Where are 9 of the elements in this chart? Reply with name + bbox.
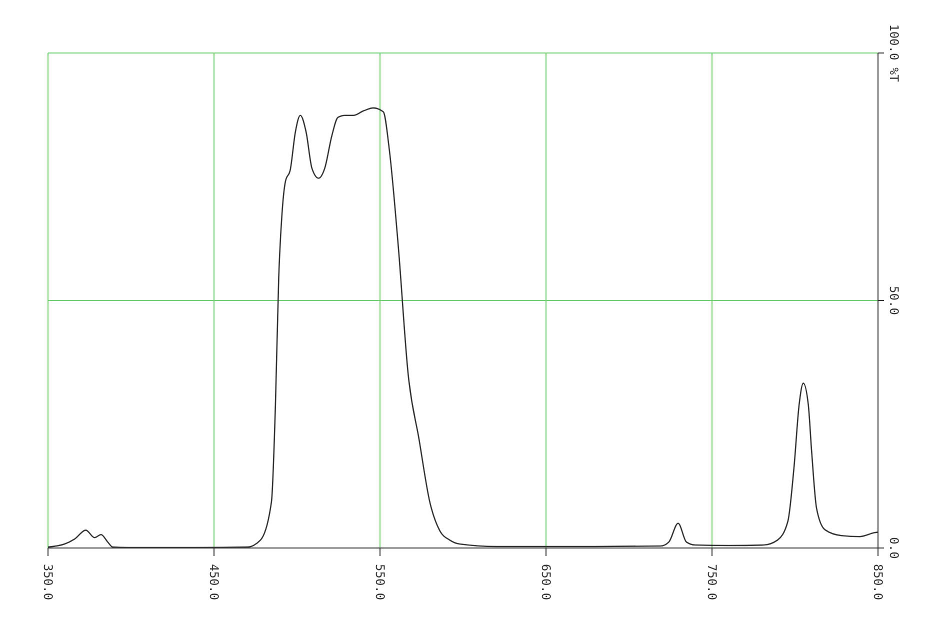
y-tick-label: 50.0 [887, 286, 901, 315]
x-tick-label: 850.0 [871, 564, 885, 600]
x-tick-label: 350.0 [41, 564, 55, 600]
x-tick-label: 450.0 [207, 564, 221, 600]
x-tick-label: 650.0 [539, 564, 553, 600]
x-tick-label: 750.0 [705, 564, 719, 600]
y-tick-label: 100.0 %T [887, 24, 901, 82]
y-tick-label: 0.0 [887, 537, 901, 559]
x-tick-label: 550.0 [373, 564, 387, 600]
